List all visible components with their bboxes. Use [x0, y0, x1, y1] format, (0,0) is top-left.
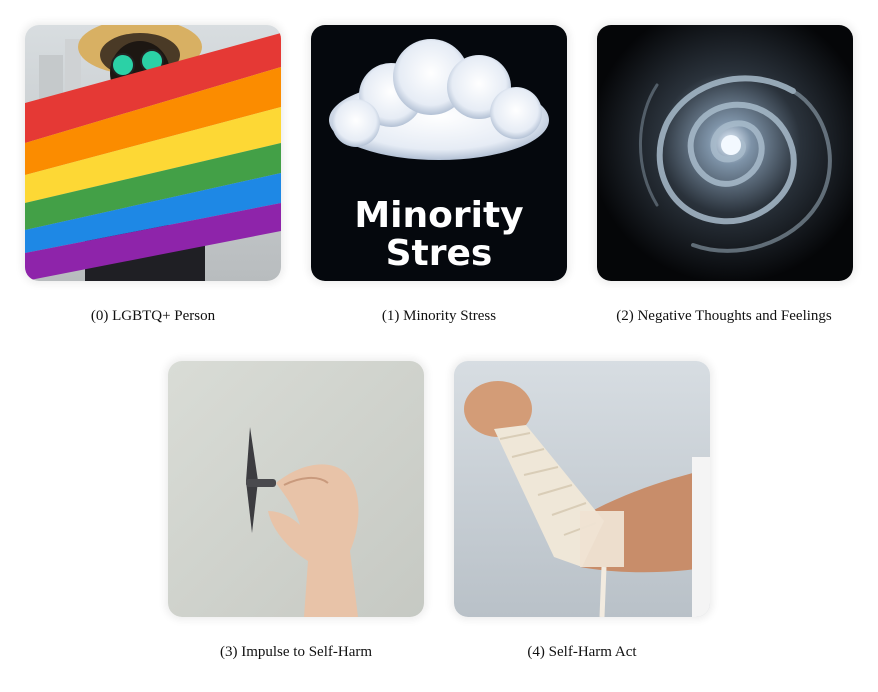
caption-lgbtq-person: (0) LGBTQ+ Person — [90, 308, 216, 324]
panel-self-harm-act — [454, 361, 710, 617]
minority-stress-overlay-line1: Minority — [354, 195, 523, 236]
panel-impulse — [168, 361, 424, 617]
caption-minority-stress: (1) Minority Stress — [381, 308, 497, 324]
panel-minority-stress: Minority Stres — [311, 25, 567, 281]
hand-with-blade-icon — [168, 361, 424, 617]
caption-impulse: (3) Impulse to Self-Harm — [219, 644, 373, 660]
bandaged-arm-icon — [454, 361, 710, 617]
caption-negative-thoughts: (2) Negative Thoughts and Feelings — [616, 308, 832, 324]
minority-stress-overlay-line2: Stres — [386, 233, 493, 274]
panel-negative-thoughts — [597, 25, 853, 281]
panel-lgbtq-person — [25, 25, 281, 281]
caption-self-harm-act: (4) Self-Harm Act — [527, 644, 637, 660]
smoke-spiral-icon — [597, 25, 853, 281]
pride-flag-person-icon — [25, 25, 281, 281]
storm-cloud-icon: Minority Stres — [311, 25, 567, 281]
